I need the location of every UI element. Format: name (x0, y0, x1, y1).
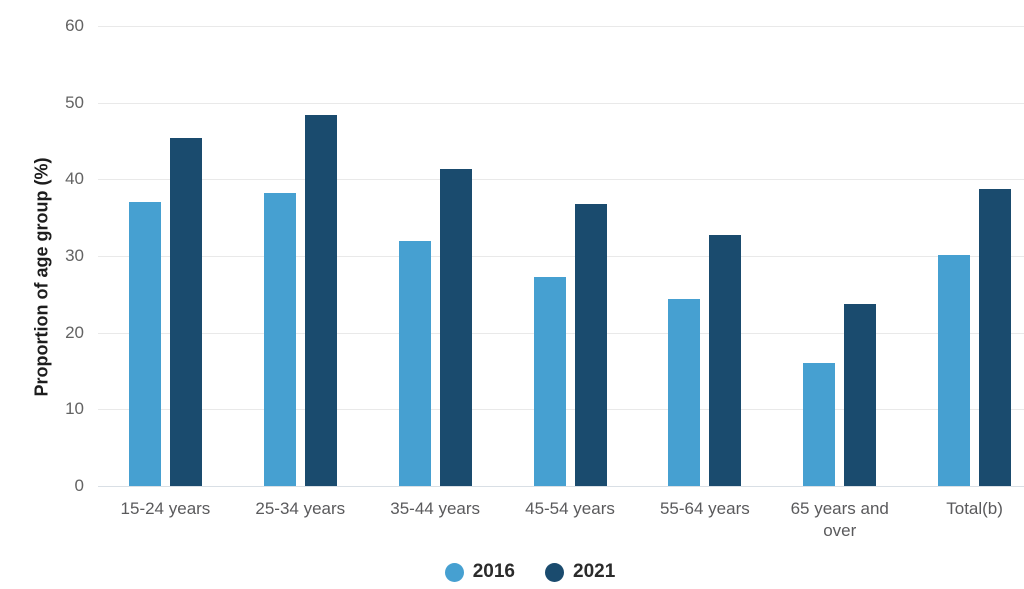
y-tick-label: 10 (65, 399, 84, 419)
legend-label: 2021 (573, 561, 616, 582)
bar-group (907, 26, 1024, 486)
bar-2016 (938, 255, 971, 486)
bar-group (637, 26, 772, 486)
legend-item-2016: 2016 (444, 561, 515, 583)
bars-layer (98, 26, 1024, 486)
y-tick-label: 30 (65, 246, 84, 265)
bar-2016 (668, 298, 701, 486)
gridline (98, 26, 1024, 27)
gridline (98, 179, 1024, 181)
bar-group (503, 26, 638, 486)
gridline (98, 102, 1024, 104)
legend: 2016 2021 (18, 561, 1024, 583)
category-label: 65 years and over (790, 499, 889, 540)
y-axis-title: Proportion of age group (%) (31, 157, 52, 397)
bar-2016 (398, 240, 431, 486)
bar-2021 (709, 234, 742, 486)
category-label: 15-24 years (120, 499, 211, 518)
y-tick-label: 40 (65, 169, 84, 189)
legend-item-2021: 2021 (545, 561, 615, 583)
legend-label: 2016 (472, 561, 515, 582)
bar-2021 (844, 304, 877, 486)
bar-group (98, 26, 233, 486)
category-label: Total(b) (946, 499, 1003, 518)
bar-2016 (128, 201, 161, 486)
x-axis-baseline (98, 486, 1024, 487)
legend-swatch-2021 (545, 562, 564, 582)
bar-2021 (169, 137, 202, 486)
y-tick-label: 60 (65, 16, 84, 35)
category-label: 55-64 years (659, 499, 750, 518)
y-tick-label: 0 (74, 476, 84, 495)
category-label: 45-54 years (525, 499, 615, 518)
category-label: 35-44 years (390, 499, 481, 518)
y-tick-label: 50 (65, 92, 84, 112)
category-label: 25-34 years (255, 499, 346, 518)
legend-swatch-2016 (444, 562, 464, 582)
bar-group (368, 26, 503, 486)
bar-2016 (533, 276, 566, 486)
y-tick-label: 20 (65, 322, 84, 342)
bar-2021 (979, 189, 1012, 486)
bar-2021 (574, 203, 607, 486)
bar-group (772, 26, 907, 486)
bar-2016 (263, 193, 296, 486)
bar-2016 (803, 363, 836, 486)
bar-2021 (304, 114, 337, 486)
bar-group (233, 26, 368, 486)
gridline (98, 256, 1024, 257)
bar-2021 (439, 169, 472, 486)
